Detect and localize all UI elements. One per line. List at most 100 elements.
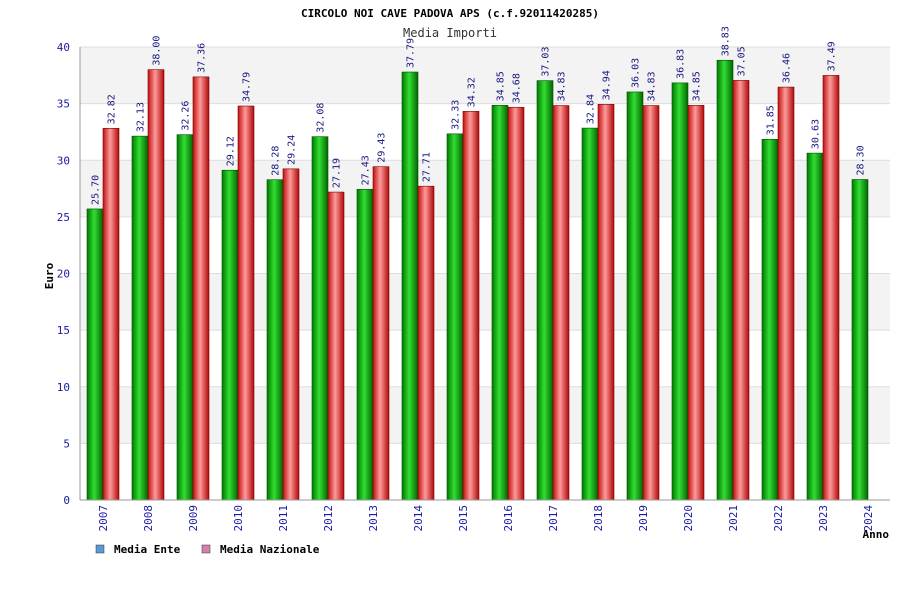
y-tick-label: 0 <box>63 494 70 507</box>
data-label: 34.85 <box>692 71 703 101</box>
bar-media-nazionale-2016 <box>507 106 525 501</box>
bar-media-nazionale-2021 <box>732 80 750 501</box>
grid-band <box>80 330 890 387</box>
grid-band <box>80 443 890 500</box>
data-label: 25.70 <box>91 175 102 205</box>
chart-title: CIRCOLO NOI CAVE PADOVA APS (c.f.9201142… <box>301 7 599 20</box>
legend-label-media-ente: Media Ente <box>114 543 181 556</box>
x-tick-label: 2022 <box>772 505 785 532</box>
bar-media-nazionale-2019 <box>642 105 660 501</box>
data-label: 36.83 <box>676 49 687 79</box>
bar-media-nazionale-2014 <box>417 185 435 501</box>
y-tick-label: 15 <box>57 324 70 337</box>
bar-media-ente-2015 <box>446 133 464 501</box>
bar-media-ente-2018 <box>581 127 599 501</box>
grid-band <box>80 386 890 444</box>
bar-media-nazionale-2012 <box>327 191 345 501</box>
x-tick-label: 2008 <box>142 505 155 532</box>
chart-subtitle: Media Importi <box>403 26 497 40</box>
data-label: 28.28 <box>271 146 282 176</box>
legend-label-media-nazionale: Media Nazionale <box>220 543 320 556</box>
bar-media-ente-2009 <box>176 134 194 501</box>
x-tick-label: 2024 <box>862 505 875 532</box>
x-tick-label: 2020 <box>682 505 695 532</box>
bar-media-nazionale-2011 <box>282 168 300 501</box>
grid-band <box>80 160 890 217</box>
data-label: 34.83 <box>557 71 568 101</box>
data-label: 27.19 <box>332 158 343 188</box>
x-tick-label: 2012 <box>322 505 335 532</box>
bar-media-ente-2012 <box>311 136 329 501</box>
y-axis-label: Euro <box>43 262 56 289</box>
bar-media-nazionale-2007 <box>102 128 120 501</box>
data-label: 29.12 <box>226 136 237 166</box>
x-axis-ticks: 2007 2008 2009 2010 2011 2012 2013 2014 2015 2016… <box>97 505 875 532</box>
x-tick-label: 2010 <box>232 505 245 532</box>
data-label: 32.33 <box>451 100 462 130</box>
bar-media-ente-2010 <box>221 169 239 501</box>
data-label: 38.83 <box>721 26 732 56</box>
bar-media-ente-2017 <box>536 80 554 501</box>
data-label: 30.63 <box>811 119 822 149</box>
legend-swatch-media-nazionale <box>201 544 211 554</box>
data-label: 36.03 <box>631 58 642 88</box>
data-label: 37.36 <box>197 43 208 73</box>
bar-media-ente-2013 <box>356 189 374 501</box>
data-label: 37.49 <box>827 41 838 71</box>
x-tick-label: 2017 <box>547 505 560 532</box>
x-tick-label: 2023 <box>817 505 830 532</box>
bar-media-nazionale-2015 <box>462 111 480 501</box>
x-tick-label: 2021 <box>727 505 740 532</box>
y-tick-label: 5 <box>63 437 70 450</box>
data-label: 34.85 <box>496 71 507 101</box>
bar-media-ente-2021 <box>716 59 734 501</box>
bar-media-ente-2023 <box>806 152 824 501</box>
bar-media-ente-2014 <box>401 71 419 501</box>
y-axis-ticks: 0 5 10 15 20 25 30 35 40 <box>57 41 70 507</box>
data-label: 31.85 <box>766 105 777 135</box>
bar-media-nazionale-2020 <box>687 105 705 501</box>
y-tick-label: 40 <box>57 41 70 54</box>
data-labels: 25.70 32.82 32.13 38.00 32.26 37.36 29.12 34.79… <box>91 26 867 205</box>
data-label: 38.00 <box>152 36 163 66</box>
x-tick-label: 2007 <box>97 505 110 532</box>
x-axis-label: Anno <box>863 528 890 541</box>
bar-media-ente-2011 <box>266 179 284 501</box>
bar-media-nazionale-2010 <box>237 105 255 501</box>
data-label: 34.32 <box>467 77 478 107</box>
data-label: 32.82 <box>107 94 118 124</box>
x-tick-label: 2015 <box>457 505 470 532</box>
x-tick-label: 2011 <box>277 505 290 532</box>
y-tick-label: 10 <box>57 381 70 394</box>
bar-media-ente-2024 <box>851 179 869 501</box>
data-label: 37.03 <box>541 47 552 77</box>
bar-media-nazionale-2008 <box>147 69 165 501</box>
data-label: 34.94 <box>602 70 613 100</box>
x-tick-label: 2019 <box>637 505 650 532</box>
bar-media-nazionale-2023 <box>822 75 840 501</box>
bar-media-nazionale-2017 <box>552 105 570 501</box>
data-label: 37.79 <box>406 38 417 68</box>
bar-media-nazionale-2009 <box>192 76 210 501</box>
bar-media-nazionale-2018 <box>597 104 615 501</box>
x-tick-label: 2016 <box>502 505 515 532</box>
bar-media-nazionale-2013 <box>372 166 390 501</box>
y-tick-label: 30 <box>57 154 70 167</box>
data-label: 34.68 <box>512 73 523 103</box>
grid-band <box>80 103 890 161</box>
data-label: 29.24 <box>287 135 298 165</box>
bar-media-ente-2019 <box>626 91 644 501</box>
data-label: 32.26 <box>181 101 192 131</box>
data-label: 27.71 <box>422 152 433 182</box>
y-tick-label: 35 <box>57 98 70 111</box>
bar-media-ente-2008 <box>131 135 149 501</box>
legend: Media Ente Media Nazionale <box>95 543 320 556</box>
bar-media-ente-2007 <box>86 208 104 501</box>
data-label: 32.13 <box>136 102 147 132</box>
legend-swatch-media-ente <box>95 544 105 554</box>
data-label: 32.84 <box>586 94 597 124</box>
data-label: 29.43 <box>377 133 388 163</box>
y-tick-label: 25 <box>57 211 70 224</box>
data-label: 32.08 <box>316 103 327 133</box>
